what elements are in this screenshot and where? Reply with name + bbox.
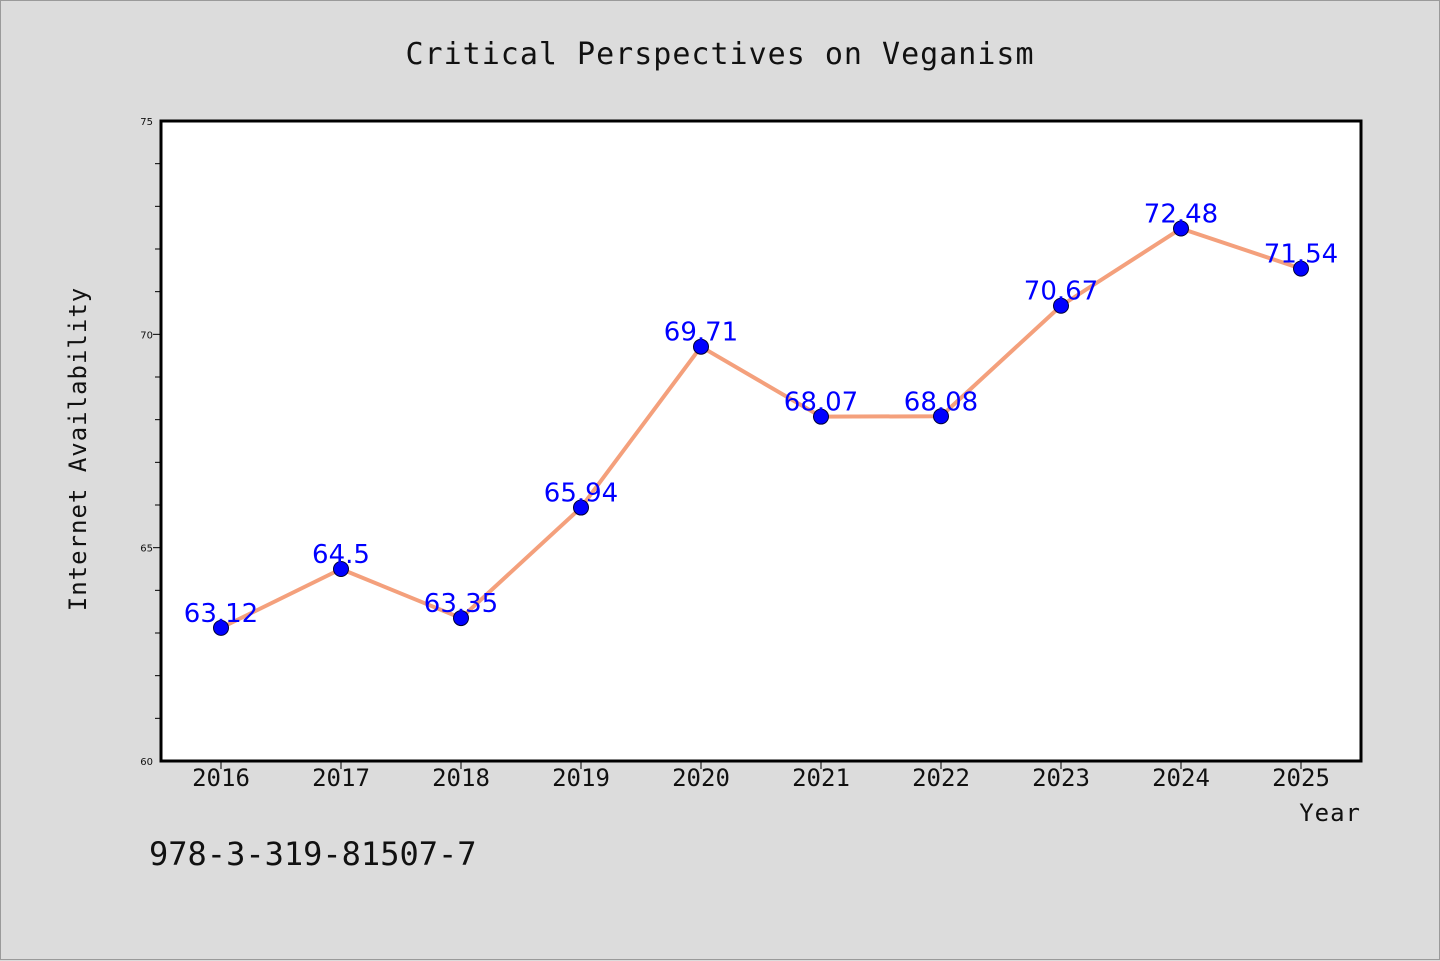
x-axis-title: Year — [1299, 799, 1361, 827]
y-tick-label: 60 — [140, 757, 153, 768]
data-point — [1293, 260, 1309, 277]
y-tick-label: 75 — [140, 117, 153, 128]
y-axis: 60 65 70 75 — [140, 117, 161, 768]
x-tick-label: 2020 — [672, 764, 730, 792]
x-tick-label: 2019 — [552, 764, 610, 792]
data-label: 68.07 — [784, 388, 858, 418]
x-tick-label: 2018 — [432, 764, 490, 792]
data-label: 70.67 — [1024, 277, 1098, 307]
x-tick-label: 2023 — [1032, 764, 1090, 792]
series-layer — [213, 220, 1309, 636]
data-label: 69.71 — [664, 318, 738, 348]
y-tick-label: 65 — [140, 544, 153, 555]
x-tick-label: 2016 — [192, 764, 250, 792]
data-point — [813, 408, 829, 425]
data-point — [573, 499, 589, 516]
data-point — [933, 408, 949, 425]
data-point — [1053, 297, 1069, 314]
data-label: 65.94 — [544, 479, 618, 509]
x-tick-label: 2021 — [792, 764, 850, 792]
data-point — [453, 610, 469, 627]
data-label: 63.12 — [184, 599, 258, 629]
isbn-footer: 978-3-319-81507-7 — [149, 835, 477, 873]
plot-area — [159, 119, 1363, 763]
data-label: 71.54 — [1264, 240, 1338, 270]
data-label-layer: 63.12 64.5 63.35 65.94 69.71 68.07 68.08 70.67 7… — [184, 200, 1338, 629]
x-tick-label: 2017 — [312, 764, 370, 792]
x-tick-label: 2024 — [1152, 764, 1210, 792]
data-point — [1173, 220, 1189, 237]
data-point — [333, 561, 349, 577]
data-point — [213, 619, 229, 636]
data-label: 68.08 — [904, 387, 978, 417]
chart-title: Critical Perspectives on Veganism — [405, 37, 1034, 72]
x-tick-label: 2022 — [912, 764, 970, 792]
x-tick-label: 2025 — [1272, 764, 1330, 792]
data-label: 64.5 — [312, 540, 370, 570]
data-label: 72.48 — [1144, 200, 1218, 230]
series-line — [219, 226, 1303, 630]
x-axis: 2016 2017 2018 2019 2020 2021 2022 2023 2024 2025 — [192, 761, 1330, 792]
data-point — [693, 338, 709, 355]
y-tick-label: 70 — [140, 330, 153, 341]
data-label: 63.35 — [424, 589, 498, 619]
y-axis-title: Internet Availability — [64, 287, 92, 611]
